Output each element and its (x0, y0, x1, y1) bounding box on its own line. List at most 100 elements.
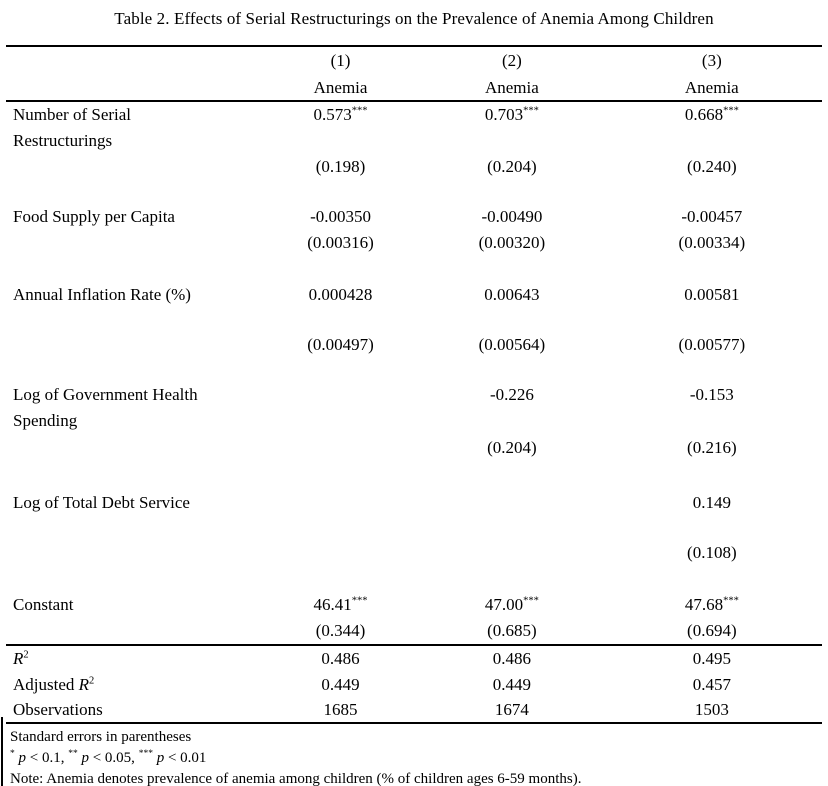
variable-label: Constant (13, 595, 74, 614)
depvar-label: Anemia (258, 75, 423, 102)
se-cell: (0.00564) (478, 335, 546, 354)
spacer-cell (6, 462, 822, 490)
depvar-row: Anemia Anemia Anemia (6, 75, 822, 102)
variable-label: Log of Government Health Spending (13, 385, 198, 430)
coef-cell: 0.00643 (484, 285, 540, 304)
empty-cell (6, 75, 259, 102)
se-cell: (0.198) (315, 157, 366, 176)
empty-cell (6, 46, 259, 75)
se-row: (0.00316) (0.00320) (0.00334) (6, 230, 822, 256)
significance-stars: *** (351, 595, 368, 607)
coef-cell: 0.668*** (684, 105, 739, 124)
se-cell: (0.694) (687, 621, 737, 640)
significance-stars: *** (351, 105, 368, 117)
se-cell: (0.240) (687, 157, 737, 176)
coef-cell (259, 490, 422, 516)
coef-cell: 0.000428 (308, 285, 373, 304)
model-number: (2) (501, 51, 522, 70)
significance-stars: *** (723, 595, 739, 607)
se-cell: (0.00316) (307, 233, 374, 252)
coef-cell: 0.703*** (484, 105, 539, 124)
spacer-cell (6, 308, 822, 332)
model-number: (1) (330, 51, 351, 70)
coef-cell: -0.00490 (481, 207, 543, 226)
coef-cell: -0.00457 (681, 207, 743, 226)
se-row: (0.344) (0.685) (0.694) (6, 618, 822, 645)
se-cell: (0.00320) (478, 233, 546, 252)
table-row: Food Supply per Capita -0.00350 -0.00490… (6, 204, 822, 230)
coef-cell: 0.00581 (684, 285, 740, 304)
se-row: (0.108) (6, 540, 822, 566)
coef-cell: 46.41*** (313, 595, 368, 614)
stat-value: 0.486 (422, 644, 602, 672)
stat-label: Observations (13, 700, 103, 719)
table-title: Table 2. Effects of Serial Restructuring… (114, 9, 714, 28)
coef-cell: 0.149 (692, 493, 731, 512)
significance-footnote: * p < 0.1, ** p < 0.05, *** p < 0.01 (10, 749, 207, 766)
se-row: (0.204) (0.216) (6, 434, 822, 462)
spacer-row (6, 308, 822, 332)
stat-label: Adjusted R2 (13, 675, 95, 694)
stat-value: 0.449 (492, 675, 532, 694)
stat-value: 1685 (323, 700, 358, 719)
stat-value: 0.457 (692, 675, 731, 694)
empty-cell (6, 332, 259, 358)
spacer-cell (6, 566, 822, 592)
table-row: Number of Serial Restructurings 0.573***… (6, 101, 822, 154)
table-row: Constant 46.41*** 47.00*** 47.68*** (6, 592, 822, 618)
footer-left-rule (1, 717, 3, 786)
se-cell: (0.00577) (678, 335, 746, 354)
se-cell: (0.108) (687, 543, 737, 562)
spacer-cell (6, 256, 822, 282)
spacer-row (6, 358, 822, 382)
se-row: (0.198) (0.204) (0.240) (6, 154, 822, 180)
depvar-label: Anemia (601, 75, 822, 102)
spacer-row (6, 566, 822, 592)
se-cell: (0.344) (315, 621, 366, 640)
se-cell: (0.204) (487, 438, 537, 457)
stat-row-r2: R2 0.486 0.486 0.495 (6, 644, 822, 672)
se-row: (0.00497) (0.00564) (0.00577) (6, 332, 822, 358)
variable-label: Log of Total Debt Service (13, 493, 190, 512)
se-cell: (0.00497) (307, 335, 374, 354)
significance-stars: *** (723, 105, 739, 117)
coef-cell: -0.00350 (310, 207, 371, 226)
stat-value: 1674 (494, 700, 529, 719)
se-cell (259, 434, 422, 462)
spacer-cell (6, 358, 822, 382)
spacer-row (6, 180, 822, 204)
se-footnote: Standard errors in parentheses (10, 729, 192, 745)
se-cell: (0.216) (687, 438, 737, 457)
spacer-cell (6, 180, 822, 204)
table-row: Log of Government Health Spending -0.226… (6, 382, 822, 434)
empty-cell (6, 540, 259, 566)
empty-cell (6, 154, 259, 180)
stat-value: 0.449 (321, 675, 360, 694)
variable-label: Number of Serial Restructurings (13, 105, 132, 150)
stat-value: 0.486 (258, 644, 423, 672)
coef-cell: -0.226 (489, 385, 534, 404)
se-cell (259, 540, 422, 566)
spacer-cell (6, 516, 822, 540)
se-cell: (0.204) (487, 157, 537, 176)
se-cell: (0.685) (487, 621, 537, 640)
coef-cell (259, 382, 422, 434)
significance-stars: *** (523, 595, 539, 607)
coef-cell: 47.68*** (684, 595, 739, 614)
stat-label: R2 (6, 644, 259, 672)
stat-row-adjusted-r2: Adjusted R2 0.449 0.449 0.457 (6, 672, 822, 698)
empty-cell (6, 230, 259, 256)
significance-stars: *** (523, 105, 539, 117)
model-number-row: (1) (2) (3) (6, 46, 822, 75)
coef-cell (422, 490, 602, 516)
spacer-row (6, 462, 822, 490)
anemia-definition-note: Note: Anemia denotes prevalence of anemi… (10, 771, 582, 786)
stat-value: 0.495 (601, 644, 822, 672)
coef-cell: -0.153 (689, 385, 734, 404)
spacer-row (6, 516, 822, 540)
coef-cell: 47.00*** (484, 595, 539, 614)
model-number: (3) (701, 51, 722, 70)
depvar-label: Anemia (422, 75, 602, 102)
table-row: Annual Inflation Rate (%) 0.000428 0.006… (6, 282, 822, 308)
